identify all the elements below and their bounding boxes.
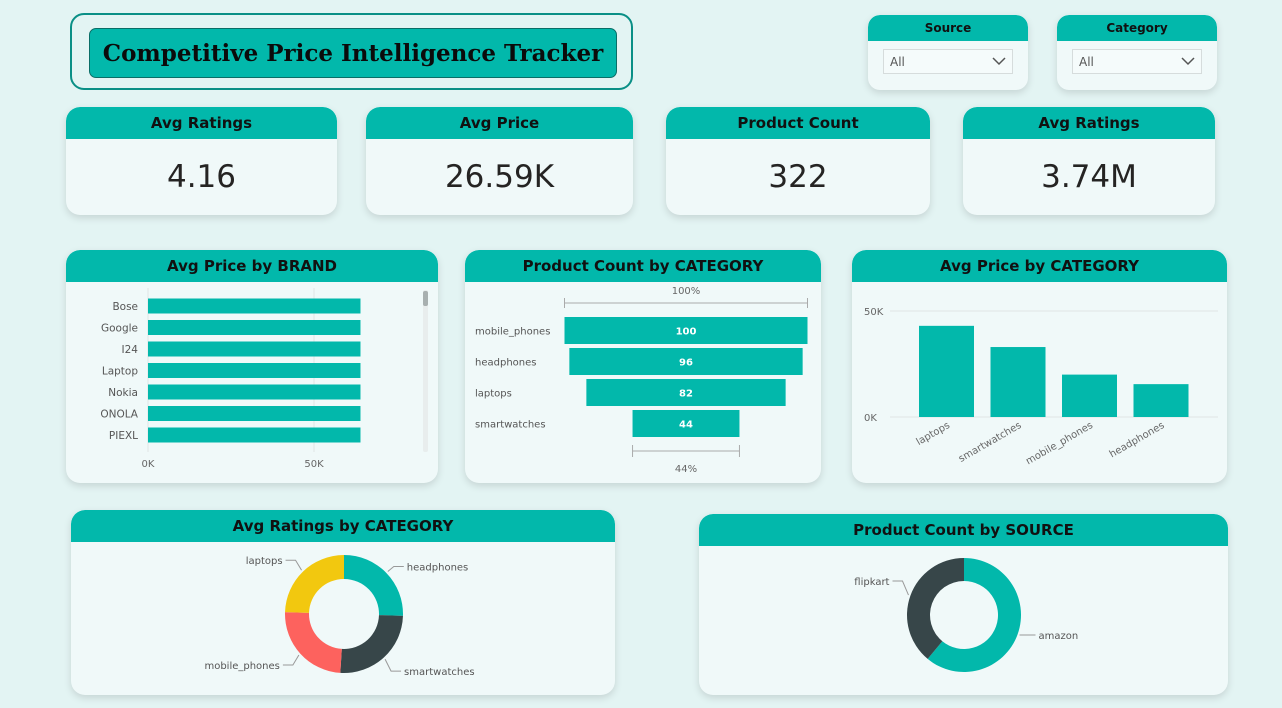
- dashboard-title: Competitive Price Intelligence Tracker: [89, 28, 617, 78]
- leader-line: [282, 654, 300, 666]
- x-tick-label: 0K: [142, 459, 155, 470]
- kpi-card-avg-price: Avg Price 26.59K: [366, 107, 633, 215]
- column-bar: [990, 347, 1046, 417]
- slice-label: headphones: [407, 563, 468, 574]
- slice-label: mobile_phones: [204, 661, 279, 672]
- kpi-label: Avg Ratings: [66, 107, 337, 139]
- funnel-bottom-percent: 44%: [675, 464, 697, 475]
- y-tick-label: 50K: [864, 307, 884, 318]
- column-bar: [919, 325, 974, 417]
- category-column-chart[interactable]: 0K 50K laptops smartwatches mobile_phones hea…: [852, 250, 1227, 483]
- x-tick-label: mobile_phones: [1024, 420, 1095, 467]
- category-label: smartwatches: [475, 420, 546, 431]
- funnel-bar: [569, 348, 803, 375]
- category-slicer-label: Category: [1057, 15, 1217, 41]
- y-tick-label: I24: [122, 344, 139, 356]
- chart-title: Avg Price by BRAND: [66, 250, 438, 282]
- slice-label: smartwatches: [404, 667, 475, 678]
- category-label: laptops: [475, 389, 512, 400]
- column-bar: [1133, 384, 1189, 417]
- leader-line: [285, 559, 302, 571]
- y-tick-label: ONOLA: [100, 409, 138, 421]
- bar: [148, 384, 361, 400]
- x-tick-label: 50K: [304, 459, 324, 470]
- y-tick-label: PIEXL: [109, 430, 138, 442]
- y-tick-label: 0K: [864, 413, 877, 424]
- kpi-label: Avg Price: [366, 107, 633, 139]
- kpi-value: 4.16: [166, 159, 237, 195]
- donut-slice: [344, 555, 403, 616]
- category-funnel-chart[interactable]: 100% 100 mobile_phones 96 headphones 82 laptop…: [465, 250, 821, 483]
- scrollbar-thumb[interactable]: [423, 291, 428, 306]
- kpi-value: 3.74M: [1041, 159, 1137, 195]
- slice-label: amazon: [1039, 631, 1079, 642]
- y-tick-label: Nokia: [108, 387, 138, 399]
- scrollbar-track[interactable]: [423, 290, 428, 452]
- category-label: mobile_phones: [475, 327, 550, 338]
- source-dropdown-value: All: [890, 54, 905, 69]
- data-label: 100: [676, 327, 697, 338]
- category-dropdown-value: All: [1079, 54, 1094, 69]
- source-donut-chart[interactable]: amazon flipkart: [699, 514, 1228, 695]
- donut-slice: [285, 555, 344, 613]
- leader-line: [892, 580, 909, 596]
- slice-label: flipkart: [854, 577, 889, 588]
- data-label: 96: [679, 358, 693, 369]
- chart-card-avg-ratings-by-category: Avg Ratings by CATEGORY headphones smartw…: [71, 510, 615, 695]
- x-tick-label: laptops: [915, 420, 952, 448]
- chart-card-product-count-by-category: Product Count by CATEGORY 100% 100 mobile_…: [465, 250, 821, 483]
- bar: [148, 427, 361, 443]
- source-slicer[interactable]: Source All: [868, 15, 1028, 90]
- data-label: 82: [679, 389, 693, 400]
- title-frame: Competitive Price Intelligence Tracker: [70, 13, 633, 90]
- slice-label: laptops: [246, 556, 283, 567]
- donut-slice: [927, 558, 1021, 672]
- donut-slice: [907, 558, 964, 659]
- chart-title: Product Count by CATEGORY: [465, 250, 821, 282]
- bar: [148, 320, 361, 335]
- donut-slice: [340, 615, 403, 673]
- chevron-down-icon: [1181, 57, 1195, 66]
- data-label: 44: [679, 420, 693, 431]
- chart-title: Product Count by SOURCE: [699, 514, 1228, 546]
- kpi-card-avg-ratings-2: Avg Ratings 3.74M: [963, 107, 1215, 215]
- funnel-bar: [586, 379, 786, 406]
- category-label: headphones: [475, 358, 536, 369]
- y-tick-label: Google: [101, 323, 138, 335]
- kpi-card-product-count: Product Count 322: [666, 107, 930, 215]
- leader-line: [387, 566, 404, 572]
- x-tick-label: headphones: [1108, 420, 1167, 460]
- kpi-value: 26.59K: [444, 159, 555, 195]
- funnel-bar: [632, 410, 740, 437]
- bar: [148, 298, 361, 314]
- chart-card-avg-price-by-category: Avg Price by CATEGORY 0K 50K laptops smartw…: [852, 250, 1227, 483]
- category-dropdown[interactable]: All: [1072, 49, 1202, 74]
- funnel-bar: [564, 317, 808, 344]
- chart-card-avg-price-by-brand: Avg Price by BRAND 0K 50K Bose Google I24 Lap…: [66, 250, 438, 483]
- source-slicer-label: Source: [868, 15, 1028, 41]
- bar: [148, 341, 361, 357]
- kpi-value: 322: [768, 159, 828, 195]
- brand-bar-chart[interactable]: 0K 50K Bose Google I24 Laptop Nokia ONOLA PIEXL: [66, 250, 438, 483]
- bar: [148, 406, 361, 421]
- x-tick-label: smartwatches: [957, 420, 1024, 465]
- funnel-top-percent: 100%: [672, 286, 701, 297]
- chart-card-product-count-by-source: Product Count by SOURCE amazon flipkart: [699, 514, 1228, 695]
- category-slicer[interactable]: Category All: [1057, 15, 1217, 90]
- column-bar: [1062, 374, 1117, 417]
- donut-slice: [285, 612, 342, 673]
- leader-line: [384, 658, 402, 672]
- chevron-down-icon: [992, 57, 1006, 66]
- chart-title: Avg Ratings by CATEGORY: [71, 510, 615, 542]
- y-tick-label: Bose: [112, 301, 138, 313]
- chart-title: Avg Price by CATEGORY: [852, 250, 1227, 282]
- y-tick-label: Laptop: [102, 366, 138, 378]
- ratings-donut-chart[interactable]: headphones smartwatches mobile_phones lapto…: [71, 510, 615, 695]
- bar: [148, 363, 361, 378]
- kpi-label: Product Count: [666, 107, 930, 139]
- source-dropdown[interactable]: All: [883, 49, 1013, 74]
- kpi-card-avg-ratings: Avg Ratings 4.16: [66, 107, 337, 215]
- kpi-label: Avg Ratings: [963, 107, 1215, 139]
